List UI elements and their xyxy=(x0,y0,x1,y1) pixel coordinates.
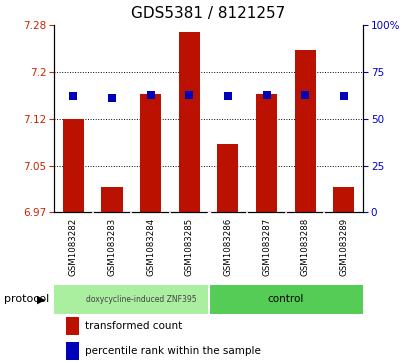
Text: GSM1083286: GSM1083286 xyxy=(223,218,232,276)
Text: GSM1083285: GSM1083285 xyxy=(185,218,194,276)
Point xyxy=(263,92,270,98)
Bar xyxy=(66,317,79,335)
Text: GSM1083289: GSM1083289 xyxy=(339,218,348,276)
Text: GSM1083283: GSM1083283 xyxy=(107,218,117,276)
Bar xyxy=(217,144,239,212)
Text: percentile rank within the sample: percentile rank within the sample xyxy=(85,346,261,356)
Bar xyxy=(178,32,200,212)
Bar xyxy=(54,285,209,314)
Text: doxycycline-induced ZNF395: doxycycline-induced ZNF395 xyxy=(85,295,196,304)
Text: transformed count: transformed count xyxy=(85,321,182,331)
Text: GSM1083284: GSM1083284 xyxy=(146,218,155,276)
Bar xyxy=(295,50,316,212)
Bar xyxy=(140,94,161,212)
Point xyxy=(109,95,115,101)
Text: protocol: protocol xyxy=(4,294,49,305)
Point xyxy=(225,94,231,99)
Text: control: control xyxy=(268,294,304,305)
Bar xyxy=(66,342,79,360)
Point xyxy=(147,92,154,98)
Bar xyxy=(63,119,84,212)
Bar xyxy=(209,285,363,314)
Point xyxy=(70,94,77,99)
Text: GSM1083287: GSM1083287 xyxy=(262,218,271,276)
Bar xyxy=(333,187,354,212)
Bar xyxy=(256,94,277,212)
Title: GDS5381 / 8121257: GDS5381 / 8121257 xyxy=(132,7,286,21)
Point xyxy=(302,92,308,98)
Bar xyxy=(101,187,122,212)
Text: GSM1083288: GSM1083288 xyxy=(300,218,310,276)
Text: GSM1083282: GSM1083282 xyxy=(69,218,78,276)
Point xyxy=(186,92,193,98)
Text: ▶: ▶ xyxy=(37,294,46,305)
Point xyxy=(340,94,347,99)
